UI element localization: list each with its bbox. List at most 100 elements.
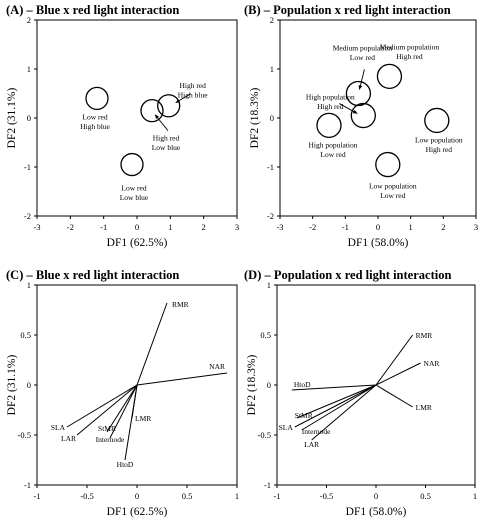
y-axis-label: DF2 (31.1%) [6,87,18,148]
vector-label: StMR [98,424,116,433]
vector-rmr [136,302,168,386]
x-tick-label: 1 [235,491,239,501]
vector-htod [291,384,377,391]
panel-a: (A) – Blue x red light interaction -3 -2-… [0,0,240,261]
y-tick-label: 0.5 [20,330,31,340]
x-tick-label: 1 [473,491,477,501]
vector-stmr [296,384,377,419]
x-axis-label: DF1 (58.0%) [348,237,409,249]
panel-c-title: (C) – Blue x red light interaction [6,268,180,282]
panel-b-title: (B) – Population x red light interaction [244,3,451,17]
panel-c: (C) – Blue x red light interaction -1 -0.… [0,261,240,522]
vector-label: RMR [416,331,433,340]
group-marker [157,94,181,118]
group-label: High red [179,81,206,90]
x-tick-label: -1 [100,222,107,232]
x-tick-label: 0 [135,491,139,501]
group-label: High blue [80,122,110,131]
vector-htod [124,384,138,461]
group-marker [120,152,144,177]
x-tick-label: -3 [33,222,40,232]
y-tick-label: 2 [270,15,274,25]
group-label: Low blue [120,193,149,202]
y-tick-label: 1 [27,280,31,290]
vector-lar [311,384,377,441]
group-marker [345,80,372,107]
y-tick-label: 0 [267,380,271,390]
pointer-arrow-head [352,109,358,114]
group-label: Low red [350,53,375,62]
group-label: Low red [320,150,345,159]
y-tick-label: -2 [24,211,31,221]
pointer-arrow-head [358,85,363,90]
y-tick-label: -2 [267,211,274,221]
group-marker [350,102,376,129]
x-tick-label: 1 [168,222,172,232]
x-tick-label: 2 [441,222,445,232]
y-tick-label: 1 [270,64,274,74]
group-label: Low red [380,191,405,200]
vector-label: Internode [96,435,125,444]
x-axis-label: DF1 (62.5%) [107,237,168,249]
group-label: High red [396,52,423,61]
group-label: Low blue [152,143,181,152]
vector-label: StMR [295,411,313,420]
y-tick-label: 2 [27,15,31,25]
x-tick-label: 0.5 [420,491,431,501]
y-tick-label: -0.5 [18,430,31,440]
vector-label: Internode [302,427,331,436]
x-tick-label: 3 [474,222,478,232]
group-label: Low population [369,182,417,191]
x-tick-label: -1 [342,222,349,232]
vector-nar [375,362,421,386]
vector-label: HtoD [117,460,134,469]
x-tick-label: 0 [376,222,380,232]
vector-label: SLA [51,423,66,432]
x-tick-label: -2 [309,222,316,232]
vector-label: LAR [61,434,76,443]
vector-sla [66,384,138,428]
x-tick-label: -1 [33,491,40,501]
group-label: High population [309,140,358,149]
y-tick-label: 0.5 [260,330,271,340]
vector-label: NAR [424,359,440,368]
vector-internode [109,384,138,439]
panel-d-chart: -1 -0.5 0 0.5 1 -1 -0.5 0 0.5 1 DF1 (58.0%) DF2 (18… [246,280,477,518]
x-tick-label: 3 [235,222,239,232]
y-tick-label: 1 [267,280,271,290]
y-axis-label: DF2 (18.3%) [249,87,261,148]
group-marker [424,107,450,134]
group-marker [316,112,342,138]
vector-label: HtoD [294,380,311,389]
group-label: Low red [121,184,146,193]
panel-b: (B) – Population x red light interaction… [240,0,480,261]
y-tick-label: -0.5 [258,430,271,440]
pointer-arrow-head [155,114,160,120]
x-axis-label: DF1 (58.0%) [346,506,407,518]
vector-nar [136,372,228,386]
vector-sla [294,384,377,428]
panel-d-title: (D) – Population x red light interaction [244,268,452,282]
x-tick-label: -0.5 [320,491,333,501]
panel-c-chart: -1 -0.5 0 0.5 1 -1 -0.5 0 0.5 1 DF1 (62.5%) DF2 (31… [6,280,239,518]
y-axis-label: DF2 (31.1%) [6,354,18,415]
group-label: High red [426,145,453,154]
vector-label: SLA [279,423,294,432]
x-axis-label: DF1 (62.5%) [107,506,168,518]
group-label: Medium population [333,44,393,53]
x-tick-label: -2 [67,222,74,232]
panel-d: (D) – Population x red light interaction… [240,261,480,522]
vector-label: LMR [416,403,432,412]
group-label: Low population [415,135,463,144]
vector-internode [301,384,377,431]
group-label: High blue [178,90,208,99]
group-label: Low red [82,112,107,121]
x-tick-label: -0.5 [80,491,93,501]
x-tick-label: 2 [202,222,206,232]
group-label: High population [306,93,355,102]
vector-label: LMR [135,414,151,423]
y-tick-label: 1 [27,64,31,74]
vector-lar [76,384,138,436]
